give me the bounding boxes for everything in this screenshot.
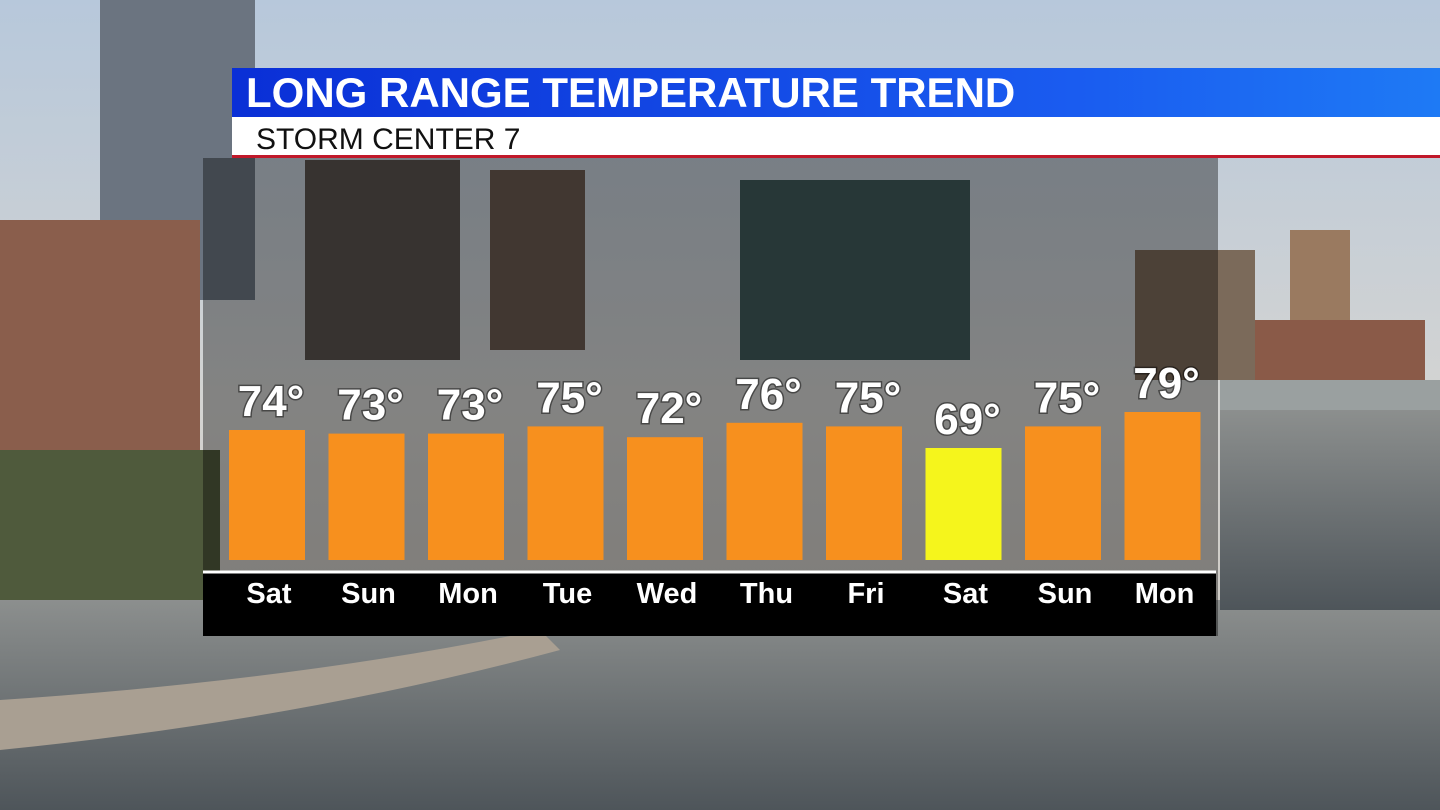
bar bbox=[229, 430, 305, 560]
value-label: 76° bbox=[735, 370, 802, 419]
value-label: 73° bbox=[437, 381, 504, 430]
bar bbox=[1025, 426, 1101, 560]
bar bbox=[726, 422, 803, 560]
x-tick-label: Sun bbox=[341, 578, 396, 610]
banner-rule bbox=[232, 155, 1440, 158]
x-tick-label: Sat bbox=[246, 578, 291, 610]
value-label: 74° bbox=[238, 377, 305, 426]
chart-subtitle: STORM CENTER 7 bbox=[256, 123, 520, 156]
x-tick-label: Thu bbox=[740, 578, 793, 610]
value-label: 73° bbox=[337, 381, 404, 430]
bar bbox=[925, 448, 1002, 560]
value-label: 75° bbox=[835, 373, 902, 422]
x-tick-label: Fri bbox=[847, 578, 884, 610]
label-strip bbox=[203, 572, 1216, 636]
value-label: 69° bbox=[934, 395, 1001, 444]
bar bbox=[527, 426, 604, 560]
title-banner bbox=[232, 68, 1440, 118]
value-label: 75° bbox=[1034, 373, 1101, 422]
value-label: 75° bbox=[536, 373, 603, 422]
bar bbox=[826, 426, 902, 560]
x-tick-label: Sat bbox=[943, 578, 988, 610]
bar bbox=[328, 433, 405, 560]
x-tick-label: Sun bbox=[1038, 578, 1093, 610]
value-label: 79° bbox=[1133, 359, 1200, 408]
bars: 74° Sat 73° Sun 73° Mon 75° Tue 72° Wed 76° Thu 75° F… bbox=[229, 358, 1201, 610]
chart-title: LONG RANGE TEMPERATURE TREND bbox=[246, 69, 1015, 116]
bar bbox=[428, 433, 504, 560]
bar bbox=[1124, 412, 1201, 560]
subtitle-banner bbox=[232, 117, 1440, 157]
x-tick-label: Tue bbox=[543, 578, 592, 610]
value-label: 72° bbox=[636, 384, 703, 433]
x-tick-label: Mon bbox=[438, 578, 498, 610]
x-tick-label: Mon bbox=[1135, 578, 1195, 610]
x-tick-label: Wed bbox=[637, 578, 698, 610]
bar bbox=[627, 437, 703, 560]
